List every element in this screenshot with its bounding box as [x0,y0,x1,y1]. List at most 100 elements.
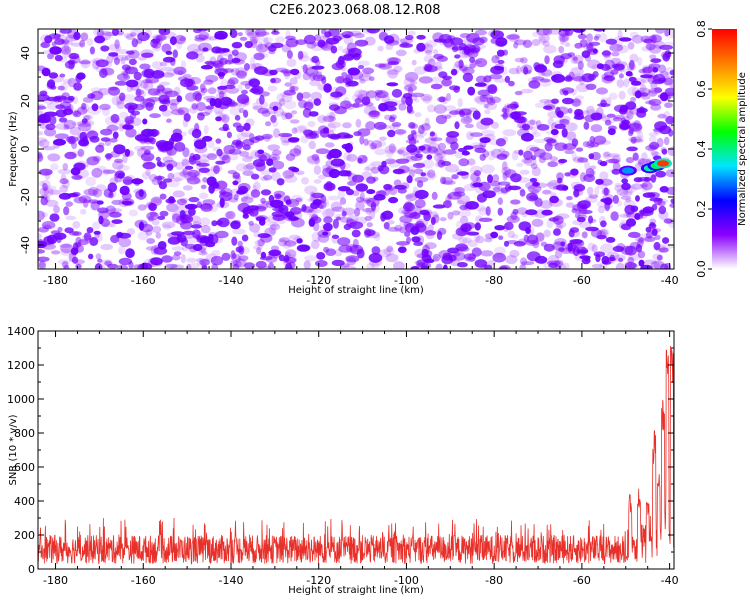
heatmap-cell [161,43,172,53]
heatmap-cell [630,121,642,127]
heatmap-cell [55,123,69,130]
heatmap-cell [55,109,68,118]
heatmap-cell [647,191,660,199]
heatmap-cell [39,139,50,148]
heatmap-cell [484,237,493,243]
heatmap-cell [430,83,443,90]
heatmap-cell [357,93,364,99]
heatmap-cell [199,203,212,210]
heatmap-cell [130,117,142,126]
heatmap-cell [334,214,346,220]
heatmap-cell [258,41,263,50]
heatmap-cell [77,148,85,157]
heatmap-cell [405,34,414,41]
heatmap-cell [640,183,649,188]
heatmap-cell [395,158,410,164]
heatmap-cell [102,169,116,174]
heatmap-cell [256,160,266,166]
heatmap-cell [660,51,672,59]
heatmap-cell [370,166,380,174]
heatmap-cell [192,229,201,239]
heatmap-cell [280,134,293,144]
heatmap-cell [122,71,129,79]
heatmap-cell [610,57,622,65]
heatmap-cell [214,98,222,108]
heatmap-cell [410,266,420,269]
heatmap-cell [151,70,165,79]
heatmap-cell [476,120,490,130]
heatmap-cell [62,163,69,171]
heatmap-cell [116,96,125,105]
heatmap-cell [124,66,139,75]
heatmap-cell [347,67,360,76]
heatmap-cell [162,56,176,63]
heatmap-cell [495,138,506,147]
heatmap-cell [386,69,400,75]
heatmap-cell [562,143,577,151]
heatmap-cell [361,72,371,78]
heatmap-cell [616,44,629,54]
heatmap-cell [384,145,397,154]
heatmap-cell [492,174,500,183]
heatmap-cell [215,230,229,239]
heatmap-cell [631,34,644,44]
heatmap-cell [140,223,153,233]
heatmap-cell [399,43,414,48]
heatmap-cell [241,234,249,242]
y-tick-label: 0 [19,146,32,153]
heatmap-cell [375,90,389,99]
heatmap-cell [249,223,261,233]
heatmap-cell [509,249,520,258]
heatmap-cell [278,204,289,214]
heatmap-cell [199,83,206,92]
heatmap-cell [186,257,197,263]
heatmap-cell [416,180,424,188]
heatmap-cell [38,65,47,72]
heatmap-cell [224,211,234,219]
heatmap-cell [586,33,593,43]
heatmap-cell [135,88,142,97]
heatmap-cell [609,92,618,101]
heatmap-cell [149,174,158,182]
heatmap-cell [638,237,645,244]
heatmap-cell [496,153,508,160]
heatmap-cell [340,100,352,109]
heatmap-cell [503,240,510,247]
heatmap-cell [280,69,293,74]
heatmap-cell [187,169,200,178]
heatmap-cell [165,263,178,269]
heatmap-cell [68,52,80,60]
heatmap-cell [540,241,548,247]
heatmap-cell [271,30,280,35]
heatmap-cell [657,113,667,119]
heatmap-cell [363,105,377,116]
heatmap-cell [642,206,655,214]
heatmap-cell [560,29,573,32]
heatmap-cell [423,55,434,63]
heatmap-cell [629,121,637,127]
heatmap-cell [467,37,478,45]
heatmap-cell [653,127,663,135]
heatmap-cell [240,196,248,202]
heatmap-cell [268,251,283,259]
heatmap-cell [495,37,508,47]
heatmap-cell [635,195,640,202]
heatmap-cell [359,76,365,82]
heatmap-cell [78,60,91,65]
y-tick-label: 800 [14,427,35,440]
heatmap-cell [424,250,433,258]
heatmap-cell [116,100,125,110]
heatmap-cell [620,195,632,200]
heatmap-cell [625,212,637,218]
heatmap-cell [416,259,426,268]
heatmap-cell [191,128,202,139]
heatmap-cell [87,199,100,204]
x-tick-label: -80 [485,574,503,587]
heatmap-cell [628,129,634,137]
heatmap-cell [504,169,517,178]
heatmap-cell [327,123,337,133]
heatmap-cell [291,110,298,115]
heatmap-cell [46,102,61,111]
heatmap-cell [457,262,468,268]
heatmap-cell [205,74,219,83]
